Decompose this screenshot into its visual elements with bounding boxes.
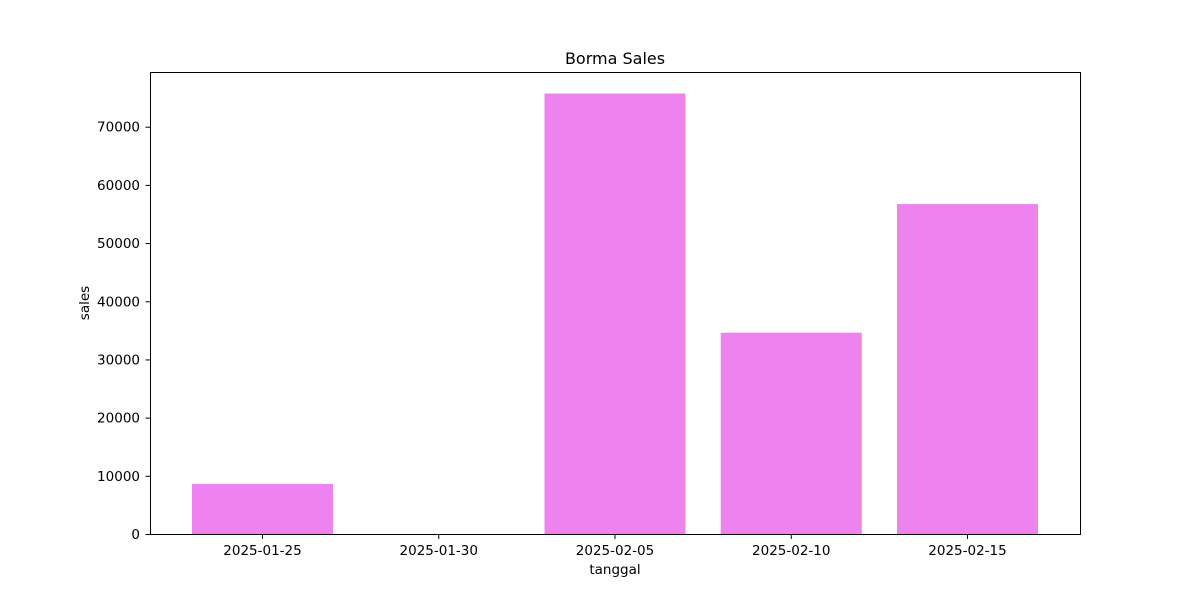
y-tick-label: 40000	[97, 294, 140, 310]
plot-area-frame	[150, 72, 1081, 535]
x-tick-label: 2025-01-25	[223, 543, 301, 559]
chart-title: Borma Sales	[565, 49, 665, 68]
x-tick-label: 2025-02-05	[576, 543, 654, 559]
ticks-layer: 2025-01-25 2025-01-30 2025-02-05 2025-02-10…	[97, 120, 1007, 559]
bar-2025-02-05	[544, 93, 686, 535]
x-tick-label: 2025-02-15	[928, 543, 1006, 559]
y-tick-label: 60000	[97, 178, 140, 194]
bars-layer	[192, 93, 1038, 535]
bar-2025-01-25	[192, 483, 333, 534]
y-tick-label: 70000	[97, 120, 140, 136]
x-axis-title: tanggal	[589, 562, 640, 578]
y-tick-label: 20000	[97, 411, 140, 427]
x-tick-label: 2025-01-30	[400, 543, 478, 559]
y-tick-label: 10000	[97, 469, 140, 485]
bar-2025-02-10	[720, 332, 862, 534]
y-tick-label: 0	[131, 527, 140, 543]
y-axis-title: sales	[77, 286, 93, 320]
y-tick-label: 50000	[97, 236, 140, 252]
y-tick-label: 30000	[97, 352, 140, 368]
bar-2025-02-15	[897, 204, 1038, 534]
x-tick-label: 2025-02-10	[752, 543, 830, 559]
